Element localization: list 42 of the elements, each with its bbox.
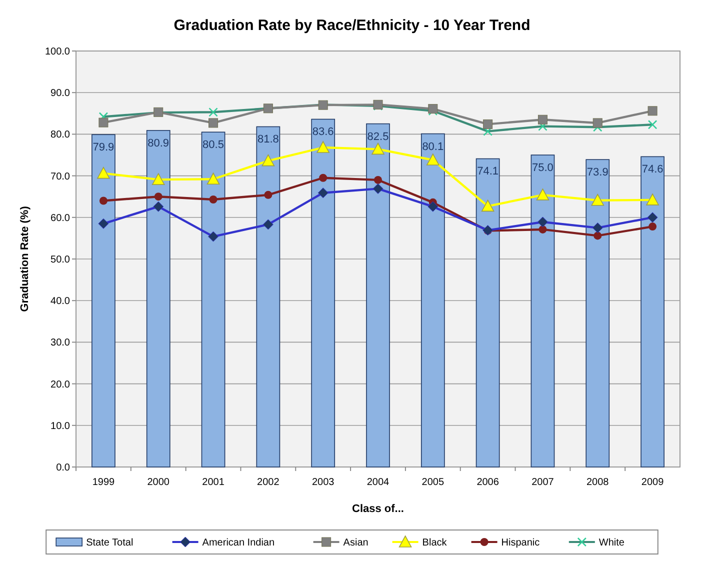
y-tick-label: 100.0 bbox=[44, 46, 70, 58]
data-label: 74.6 bbox=[642, 164, 664, 176]
x-tick-label: 2001 bbox=[202, 477, 225, 488]
y-axis-title: Graduation Rate (%) bbox=[19, 206, 31, 312]
legend-label: Hispanic bbox=[501, 538, 540, 548]
x-tick-label: 2008 bbox=[586, 477, 610, 488]
legend-label: State Total bbox=[86, 538, 134, 548]
data-label: 81.8 bbox=[257, 134, 279, 146]
data-label: 73.9 bbox=[586, 166, 608, 179]
data-label: 82.5 bbox=[367, 130, 389, 143]
data-label: 83.6 bbox=[312, 126, 334, 138]
y-tick-label: 70.0 bbox=[50, 171, 70, 182]
y-tick-label: 60.0 bbox=[50, 212, 70, 224]
y-tick-label: 30.0 bbox=[50, 338, 70, 349]
y-tick-label: 40.0 bbox=[50, 296, 70, 308]
x-tick-label: 2003 bbox=[312, 477, 335, 488]
data-label: 75.0 bbox=[532, 162, 554, 174]
legend-label: Black bbox=[422, 538, 448, 548]
legend-label: American Indian bbox=[202, 538, 275, 548]
x-tick-label: 2004 bbox=[366, 477, 390, 488]
chart-title: Graduation Rate by Race/Ethnicity - 10 Year Trend bbox=[174, 17, 530, 34]
legend-label: White bbox=[598, 538, 625, 548]
x-tick-label: 1999 bbox=[92, 477, 116, 488]
y-tick-label: 80.0 bbox=[50, 130, 70, 141]
data-label: 74.1 bbox=[477, 166, 499, 178]
x-tick-label: 2006 bbox=[476, 477, 500, 488]
data-label: 80.5 bbox=[202, 139, 224, 152]
x-tick-label: 2002 bbox=[257, 477, 280, 488]
x-tick-label: 2009 bbox=[641, 477, 664, 488]
x-tick-label: 2005 bbox=[422, 477, 444, 488]
y-tick-label: 20.0 bbox=[50, 379, 70, 390]
x-axis-title: Class of... bbox=[352, 503, 404, 515]
y-tick-label: 0.0 bbox=[56, 462, 70, 474]
data-label: 80.9 bbox=[148, 137, 170, 150]
y-tick-label: 90.0 bbox=[50, 88, 70, 100]
legend-label: Asian bbox=[343, 538, 368, 548]
y-tick-label: 10.0 bbox=[50, 420, 70, 432]
x-tick-label: 2000 bbox=[147, 477, 170, 488]
x-tick-label: 2007 bbox=[532, 477, 554, 488]
data-label: 79.9 bbox=[92, 142, 114, 154]
y-tick-label: 50.0 bbox=[50, 254, 70, 266]
data-label: 80.1 bbox=[422, 140, 444, 153]
